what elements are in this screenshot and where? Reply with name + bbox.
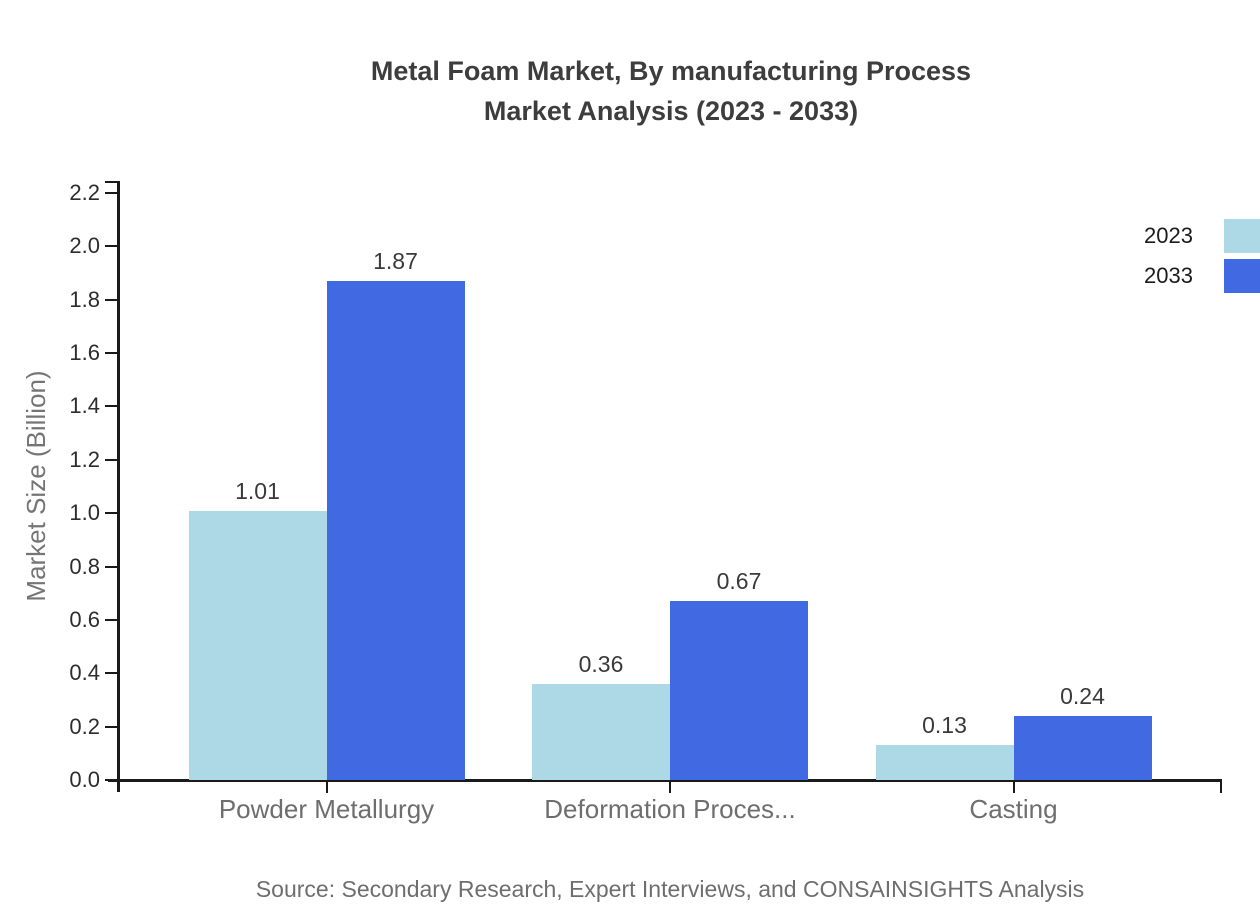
y-axis-line [117, 181, 120, 792]
bar-2023-0 [188, 510, 327, 780]
category-label: Powder Metallurgy [218, 794, 435, 824]
x-axis-line [108, 779, 1222, 782]
x-tick [669, 782, 671, 793]
x-tick [325, 782, 328, 793]
legend-label-2033: 2033 [1144, 263, 1193, 288]
y-tick [105, 565, 117, 568]
chart-title-line2: Market Analysis (2023 - 2033) [483, 96, 859, 126]
bar-value-label: 0.36 [578, 650, 624, 677]
bar-value-label: 1.01 [235, 477, 280, 504]
y-tick-label: 1.6 [69, 340, 100, 366]
y-tick-label: 2.0 [69, 233, 100, 259]
y-tick-label: 1.0 [69, 500, 100, 526]
y-tick-label: 0.2 [69, 713, 100, 739]
y-tick [105, 512, 117, 515]
y-tick-label: 1.2 [69, 446, 100, 472]
bar-value-label: 1.87 [373, 248, 418, 275]
y-tick-label: 1.4 [69, 393, 100, 419]
bar-2033-0 [326, 281, 465, 780]
y-tick [105, 725, 117, 728]
bar-value-label: 0.24 [1060, 682, 1105, 709]
x-axis-end-cap [1220, 782, 1222, 793]
y-axis-end-cap [105, 181, 117, 183]
y-tick [105, 352, 117, 355]
y-tick-label: 0.4 [69, 660, 100, 686]
category-label: Deformation Proces... [544, 794, 796, 824]
legend-label-2023: 2023 [1144, 223, 1193, 248]
chart-title-line1: Metal Foam Market, By manufacturing Proc… [370, 56, 972, 86]
y-tick-label: 1.8 [69, 286, 100, 312]
bar-2023-2 [875, 745, 1014, 780]
legend-swatch-2033 [1224, 259, 1260, 293]
bar-2023-1 [532, 683, 670, 780]
bar-2033-1 [670, 601, 808, 780]
y-tick-label: 2.2 [69, 180, 100, 205]
y-tick [105, 779, 117, 781]
chart-title: Metal Foam Market, By manufacturing Proc… [120, 51, 1222, 131]
y-tick [105, 245, 117, 248]
bar-value-label: 0.67 [716, 568, 762, 595]
y-tick [105, 405, 117, 408]
category-label: Casting [969, 794, 1058, 824]
y-tick [105, 618, 117, 621]
legend-swatch-2023 [1224, 219, 1260, 253]
bar-value-label: 0.13 [922, 712, 967, 739]
y-tick [105, 298, 117, 301]
y-tick-label: 0.6 [69, 606, 100, 632]
y-tick-label: 0.0 [69, 767, 100, 792]
y-tick [105, 192, 117, 194]
y-tick-label: 0.8 [69, 553, 100, 579]
source-note: Source: Secondary Research, Expert Inter… [255, 876, 1085, 902]
y-tick [105, 458, 117, 461]
x-tick [1012, 782, 1015, 793]
y-tick [105, 672, 117, 675]
bar-2033-2 [1013, 715, 1152, 780]
